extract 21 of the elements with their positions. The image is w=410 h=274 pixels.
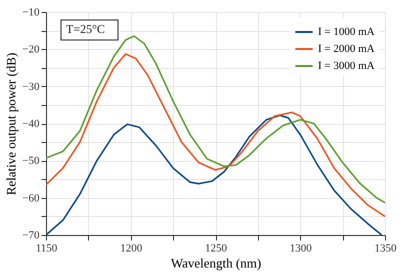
x-tick-label: 1350 (374, 242, 397, 254)
legend-label: I = 1000 mA (318, 26, 375, 38)
x-tick-label: 1150 (36, 242, 58, 254)
y-tick-label: −60 (22, 192, 40, 204)
y-tick-label: −40 (22, 118, 40, 130)
x-axis-title: Wavelength (nm) (170, 256, 262, 270)
line-series (46, 35, 385, 204)
y-tick-label: −10 (22, 6, 40, 18)
y-axis-title: Relative output power (dB) (3, 52, 18, 196)
legend-label: I = 2000 mA (318, 43, 375, 55)
y-tick-label: −70 (22, 230, 40, 242)
line-series (46, 53, 385, 218)
y-tick-label: −30 (22, 80, 40, 93)
y-tick-label: −20 (22, 44, 40, 56)
line-series (46, 114, 382, 235)
annotation: T=25°C (66, 22, 105, 36)
y-tick-label: −50 (22, 155, 40, 168)
legend-label: I = 3000 mA (318, 60, 375, 72)
x-tick-label: 1200 (120, 242, 143, 254)
x-tick-label: 1300 (290, 242, 312, 254)
x-tick-label: 1250 (205, 242, 228, 254)
